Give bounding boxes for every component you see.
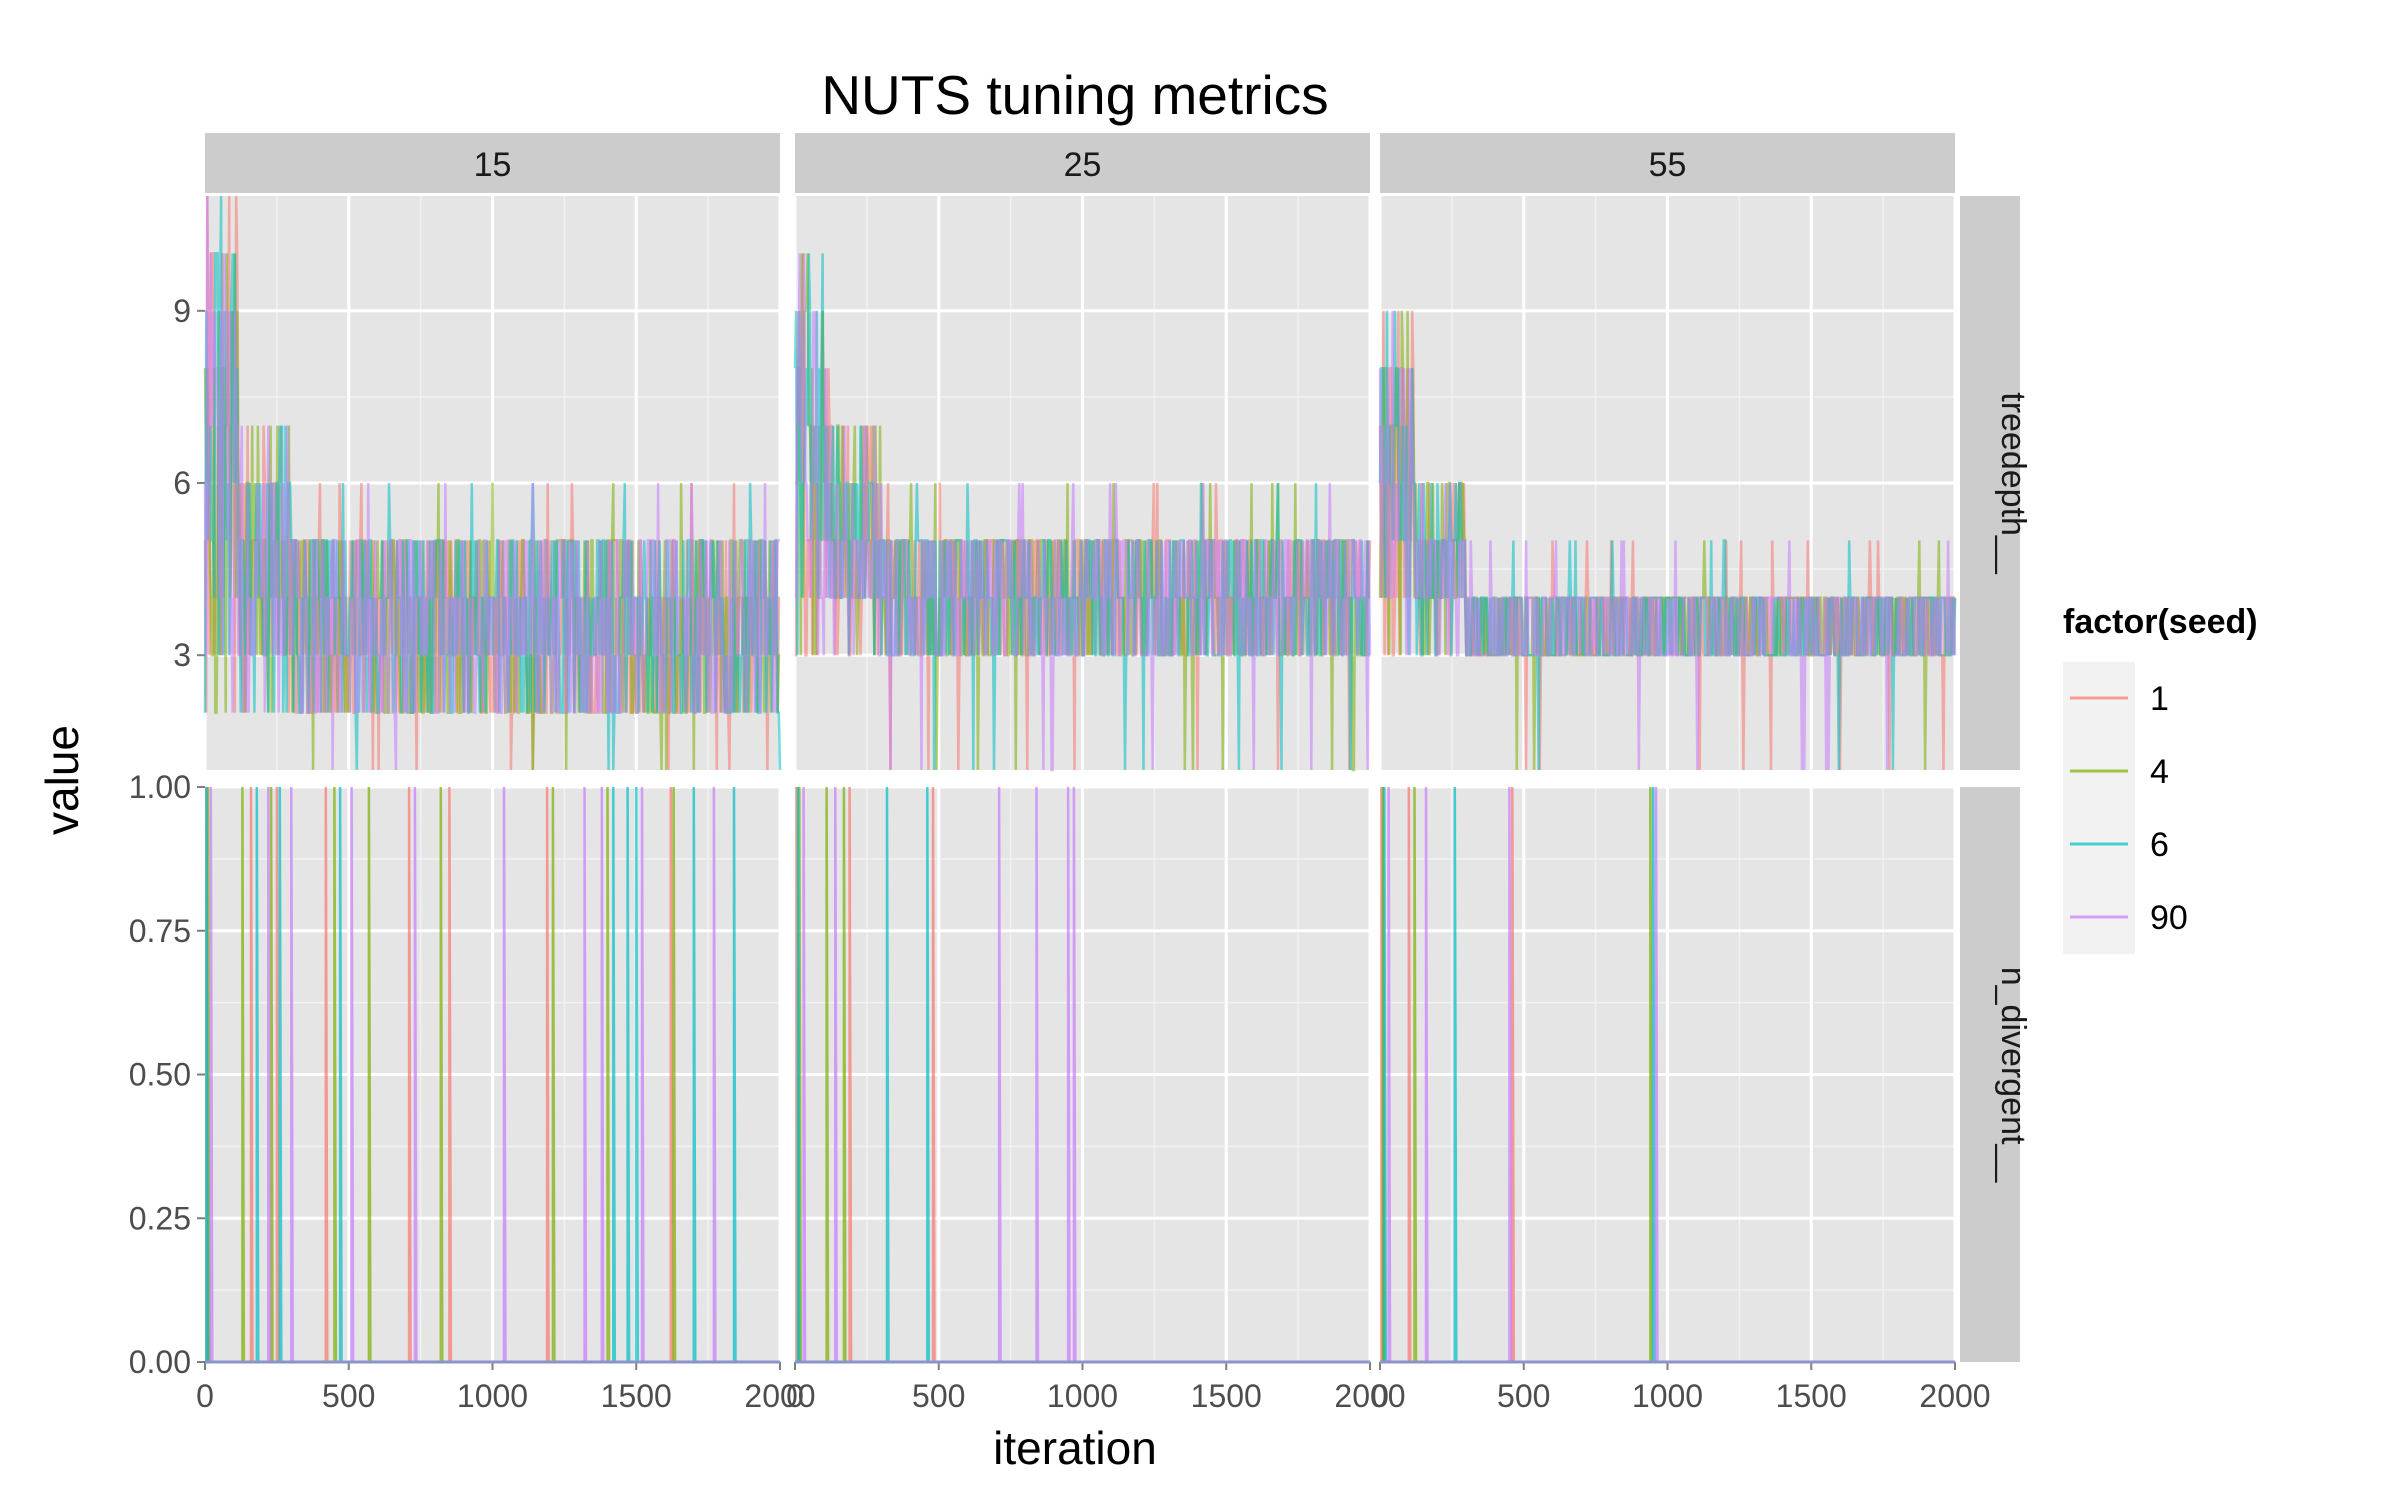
facet-strip-label-n_divergent__: n_divergent__ [1994,967,2032,1184]
facet-strip-treedepth__ [1960,196,2020,770]
x-tick-label: 500 [1497,1378,1550,1414]
panel-treedepth-55 [1378,310,1957,771]
panel-divergent-15 [205,786,780,1364]
panel-divergent-55 [1380,786,1955,1364]
x-tick-label: 2000 [1334,1378,1405,1414]
x-axis-label: iteration [993,1422,1157,1474]
series-line-seed-1 [1380,786,1955,1364]
series-line-seed-90 [1378,310,1957,771]
facet-strip-n_divergent__ [1960,787,2020,1362]
legend-entry-label-6: 6 [2150,826,2169,864]
y-tick-label: 6 [173,465,191,501]
x-tick-label: 0 [786,1378,804,1414]
x-tick-label: 1000 [1047,1378,1118,1414]
series-line-seed-4 [205,786,780,1364]
y-tick-label: 0.25 [129,1200,191,1236]
x-tick-label: 1500 [1776,1378,1847,1414]
facet-strip-label-15: 15 [474,146,512,184]
x-tick-label: 1000 [457,1378,528,1414]
y-tick-label: 0.75 [129,913,191,949]
y-tick-label: 9 [173,293,191,329]
panel-divergent-25 [795,786,1370,1364]
y-tick-label: 0.50 [129,1057,191,1093]
y-tick-label: 0.00 [129,1344,191,1380]
series-line-seed-4 [1380,786,1955,1364]
series-line-seed-90 [794,253,1372,772]
facet-strip-25 [795,133,1370,193]
x-tick-label: 1500 [1191,1378,1262,1414]
facet-strip-label-25: 25 [1064,146,1102,184]
series-line-seed-1 [795,786,1370,1364]
y-axis-label: value [36,725,88,835]
x-tick-label: 2000 [744,1378,815,1414]
legend-title: factor(seed) [2063,603,2258,641]
x-tick-label: 2000 [1919,1378,1990,1414]
panels-layer: 15 25 55 treedepth__ n_divergent__ 3 6 9 0.00 0.2… [129,133,2032,1414]
x-tick-label: 0 [196,1378,214,1414]
panel-treedepth-15 [203,195,782,771]
legend-entry-label-1: 1 [2150,680,2169,718]
facet-strip-label-55: 55 [1649,146,1687,184]
series-line-seed-6 [1380,786,1955,1364]
y-tick-label: 1.00 [129,769,191,805]
series-line-seed-90 [203,195,780,771]
legend-keys: 1 4 6 90 [2063,662,2188,954]
y-tick-label: 3 [173,637,191,673]
x-tick-label: 500 [912,1378,965,1414]
series-line-seed-6 [795,786,1370,1364]
legend: factor(seed) 1 4 6 90 [2063,603,2258,954]
facet-strip-15 [205,133,780,193]
legend-entry-label-4: 4 [2150,753,2169,791]
x-tick-label: 1000 [1632,1378,1703,1414]
panel-treedepth-25 [793,253,1372,772]
series-line-seed-6 [205,786,780,1364]
x-tick-label: 500 [322,1378,375,1414]
chart-title: NUTS tuning metrics [821,64,1328,126]
facet-strip-label-treedepth__: treedepth__ [1994,392,2032,575]
legend-entry-label-90: 90 [2150,899,2188,937]
x-tick-label: 0 [1371,1378,1389,1414]
facet-strip-55 [1380,133,1955,193]
x-tick-label: 1500 [601,1378,672,1414]
